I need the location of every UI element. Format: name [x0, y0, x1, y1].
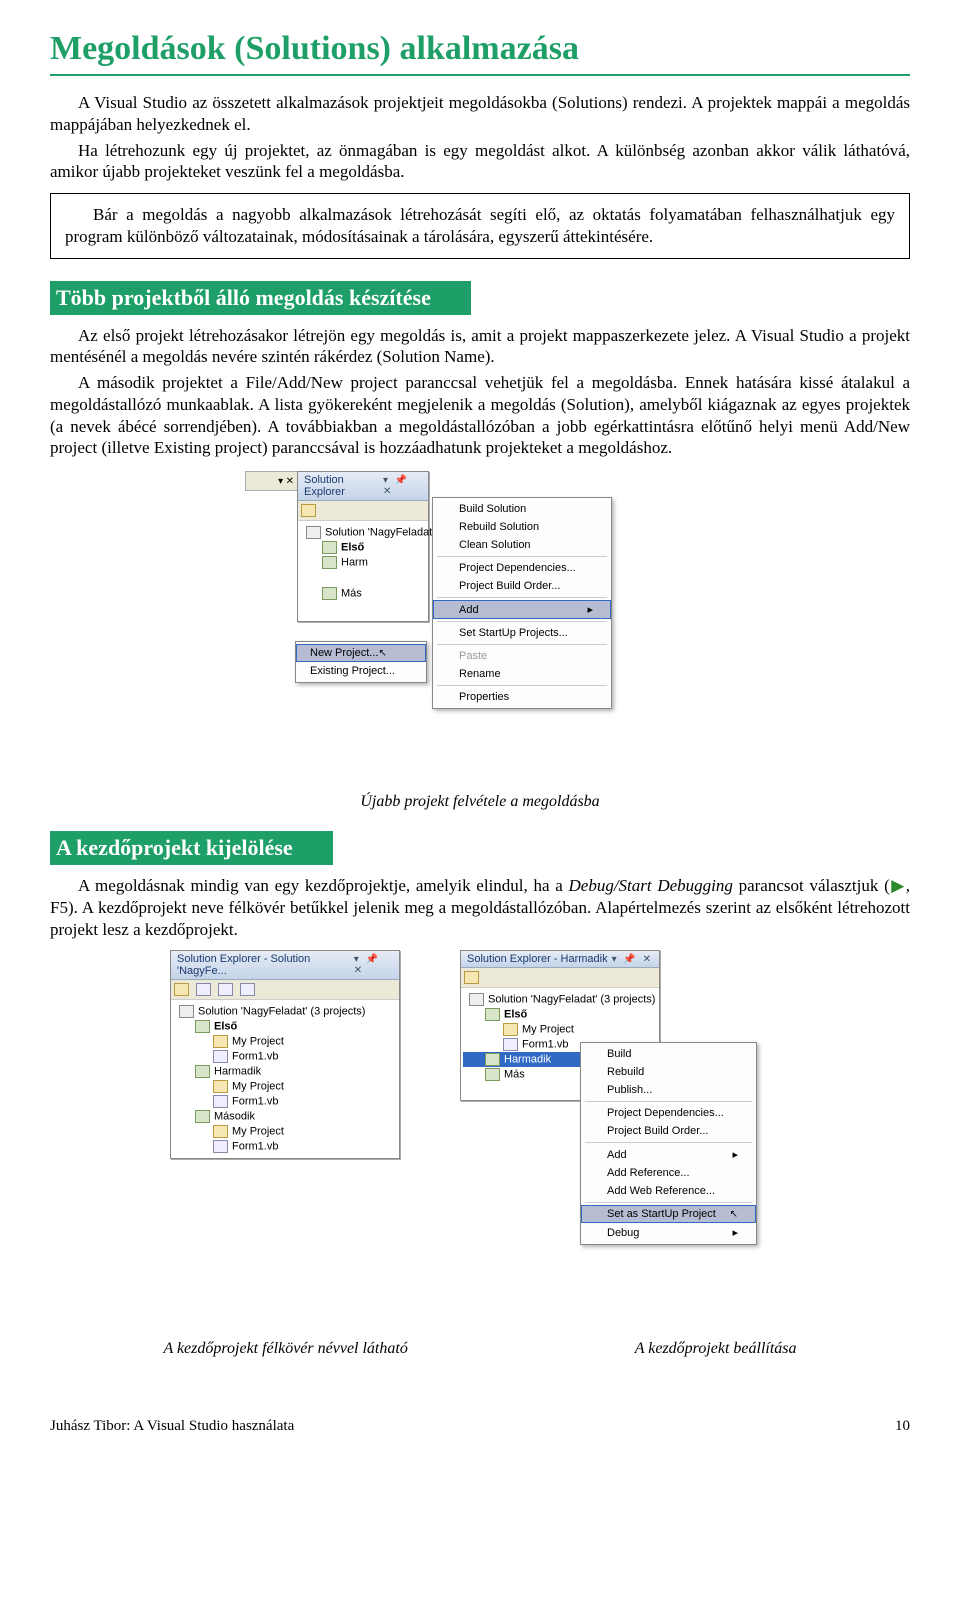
tree-item[interactable]: Form1.vb: [173, 1139, 397, 1154]
tab-stub: ▾ ✕: [245, 471, 299, 491]
panel2-toolbar: [171, 980, 399, 1000]
s1-para-2: A második projektet a File/Add/New proje…: [50, 372, 910, 459]
menu-item-add-web-reference[interactable]: Add Web Reference...: [581, 1182, 756, 1200]
context-menu: Build Solution Rebuild Solution Clean So…: [432, 497, 612, 709]
s2-para: A megoldásnak mindig van egy kezdőprojek…: [50, 875, 910, 940]
add-submenu: New Project...↖ Existing Project...: [295, 641, 427, 683]
menu-item-add[interactable]: Add▸: [581, 1145, 756, 1164]
menu-item-clean-solution[interactable]: Clean Solution: [433, 536, 611, 554]
tree-item[interactable]: Első: [463, 1007, 657, 1022]
page-title: Megoldások (Solutions) alkalmazása: [50, 30, 910, 68]
caption-2: A kezdőprojekt félkövér névvel látható: [163, 1340, 407, 1358]
solution-node[interactable]: Solution 'NagyFeladat' (3 projects): [300, 525, 426, 540]
menu-item-build-order[interactable]: Project Build Order...: [433, 577, 611, 595]
menu-item-paste: Paste: [433, 647, 611, 665]
tree-item[interactable]: My Project: [463, 1022, 657, 1037]
menu-item-build[interactable]: Build: [581, 1045, 756, 1063]
project-node-1[interactable]: Első: [300, 540, 426, 555]
project-node-3[interactable]: Más: [300, 586, 426, 601]
menu-item-new-project[interactable]: New Project...↖: [296, 644, 426, 662]
window-buttons[interactable]: ▾ 📌 ✕: [354, 954, 393, 976]
footer-right: 10: [895, 1418, 910, 1435]
panel2-title: Solution Explorer - Solution 'NagyFe...: [177, 953, 354, 977]
window-buttons[interactable]: ▾ 📌 ✕: [612, 954, 653, 965]
figure-3: Solution Explorer - Harmadik ▾ 📌 ✕ Solut…: [460, 950, 790, 1330]
menu-item-properties[interactable]: Properties: [433, 688, 611, 706]
window-buttons[interactable]: ▾ 📌 ✕: [383, 475, 422, 497]
tree-item[interactable]: My Project: [173, 1079, 397, 1094]
menu-item-set-startup[interactable]: Set as StartUp Project↖: [581, 1205, 756, 1223]
tree-item[interactable]: Form1.vb: [173, 1049, 397, 1064]
tree-item[interactable]: My Project: [173, 1034, 397, 1049]
project-node-2[interactable]: Harm: [300, 555, 426, 570]
tree-item[interactable]: Form1.vb: [173, 1094, 397, 1109]
solution-tree: Solution 'NagyFeladat' (3 projects) Első…: [298, 521, 428, 621]
info-box: Bár a megoldás a nagyobb alkalmazások lé…: [50, 193, 910, 259]
title-underline: [50, 74, 910, 76]
solution-node[interactable]: Solution 'NagyFeladat' (3 projects): [463, 992, 657, 1007]
tree-item[interactable]: Harmadik: [173, 1064, 397, 1079]
panel-title: Solution Explorer: [304, 474, 383, 498]
tree-item[interactable]: My Project: [173, 1124, 397, 1139]
solution-tree-2: Solution 'NagyFeladat' (3 projects) Első…: [171, 1000, 399, 1158]
menu-item-debug[interactable]: Debug▸: [581, 1223, 756, 1242]
play-icon: ▶: [890, 876, 906, 895]
menu-item-rebuild-solution[interactable]: Rebuild Solution: [433, 518, 611, 536]
solution-explorer-panel: Solution Explorer ▾ 📌 ✕ Solution 'NagyFe…: [297, 471, 429, 622]
menu-item-rename[interactable]: Rename: [433, 665, 611, 683]
section-header-1: Több projektből álló megoldás készítése: [50, 281, 471, 315]
figure-1: ▾ ✕ Solution Explorer ▾ 📌 ✕ Solution 'Na…: [50, 471, 910, 771]
caption-1: Újabb projekt felvétele a megoldásba: [50, 793, 910, 811]
panel3-titlebar: Solution Explorer - Harmadik ▾ 📌 ✕: [461, 951, 659, 968]
s1-para-1: Az első projekt létrehozásakor létrejön …: [50, 325, 910, 369]
para-intro-1: A Visual Studio az összetett alkalmazáso…: [50, 92, 910, 136]
context-menu-2: Build Rebuild Publish... Project Depende…: [580, 1042, 757, 1245]
panel2-titlebar: Solution Explorer - Solution 'NagyFe... …: [171, 951, 399, 980]
menu-item-build-solution[interactable]: Build Solution: [433, 500, 611, 518]
caption-3: A kezdőprojekt beállítása: [635, 1340, 797, 1358]
menu-item-build-order[interactable]: Project Build Order...: [581, 1122, 756, 1140]
menu-item-rebuild[interactable]: Rebuild: [581, 1063, 756, 1081]
panel-titlebar: Solution Explorer ▾ 📌 ✕: [298, 472, 428, 501]
menu-item-existing-project[interactable]: Existing Project...: [296, 662, 426, 680]
menu-item-publish[interactable]: Publish...: [581, 1081, 756, 1099]
menu-item-add[interactable]: Add▸: [433, 600, 611, 619]
solution-node[interactable]: Solution 'NagyFeladat' (3 projects): [173, 1004, 397, 1019]
panel3-title: Solution Explorer - Harmadik: [467, 953, 608, 965]
para-intro-2: Ha létrehozunk egy új projektet, az önma…: [50, 140, 910, 184]
menu-item-startup[interactable]: Set StartUp Projects...: [433, 624, 611, 642]
box-para: Bár a megoldás a nagyobb alkalmazások lé…: [65, 204, 895, 248]
menu-item-dependencies[interactable]: Project Dependencies...: [581, 1104, 756, 1122]
tree-item[interactable]: Első: [173, 1019, 397, 1034]
tree-item[interactable]: Második: [173, 1109, 397, 1124]
menu-item-add-reference[interactable]: Add Reference...: [581, 1164, 756, 1182]
section-header-2: A kezdőprojekt kijelölése: [50, 831, 333, 865]
panel3-toolbar: [461, 968, 659, 988]
menu-item-dependencies[interactable]: Project Dependencies...: [433, 559, 611, 577]
page-footer: Juhász Tibor: A Visual Studio használata…: [50, 1418, 910, 1435]
panel-toolbar: [298, 501, 428, 521]
footer-left: Juhász Tibor: A Visual Studio használata: [50, 1418, 294, 1435]
figure-2: Solution Explorer - Solution 'NagyFe... …: [170, 950, 400, 1159]
